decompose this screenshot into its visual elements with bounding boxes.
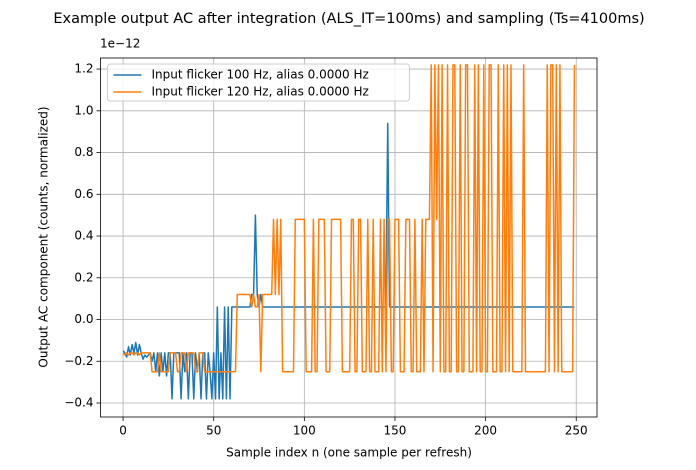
y-tick-label: 0.0	[74, 312, 93, 326]
x-tick-label: 200	[474, 424, 497, 438]
plot-frame	[100, 57, 598, 418]
x-tick-label: 50	[206, 424, 221, 438]
chart-title: Example output AC after integration (ALS…	[53, 11, 644, 27]
y-tick-label: 0.8	[74, 145, 93, 159]
y-tick-label: 0.6	[74, 187, 93, 201]
legend: Input flicker 100 Hz, alias 0.0000 Hz Inp…	[107, 63, 410, 102]
y-tick-label: −0.2	[64, 354, 93, 368]
y-offset-label: 1e−12	[100, 37, 140, 51]
y-tick-label: 1.0	[74, 103, 93, 117]
series-line	[122, 64, 576, 373]
x-axis-label: Sample index n (one sample per refresh)	[226, 446, 472, 460]
legend-label: Input flicker 120 Hz, alias 0.0000 Hz	[152, 85, 369, 99]
y-axis-label: Output AC component (counts, normalized)	[37, 106, 51, 367]
legend-label: Input flicker 100 Hz, alias 0.0000 Hz	[152, 68, 369, 82]
x-tick-label: 0	[119, 424, 127, 438]
y-tick-label: −0.4	[64, 396, 93, 410]
y-tick-label: 1.2	[74, 62, 93, 76]
y-tick-label: 0.4	[74, 229, 93, 243]
x-tick-label: 100	[293, 424, 316, 438]
x-tick-label: 250	[565, 424, 588, 438]
y-tick-label: 0.2	[74, 270, 93, 284]
x-tick-label: 150	[384, 424, 407, 438]
legend-box	[107, 63, 410, 102]
